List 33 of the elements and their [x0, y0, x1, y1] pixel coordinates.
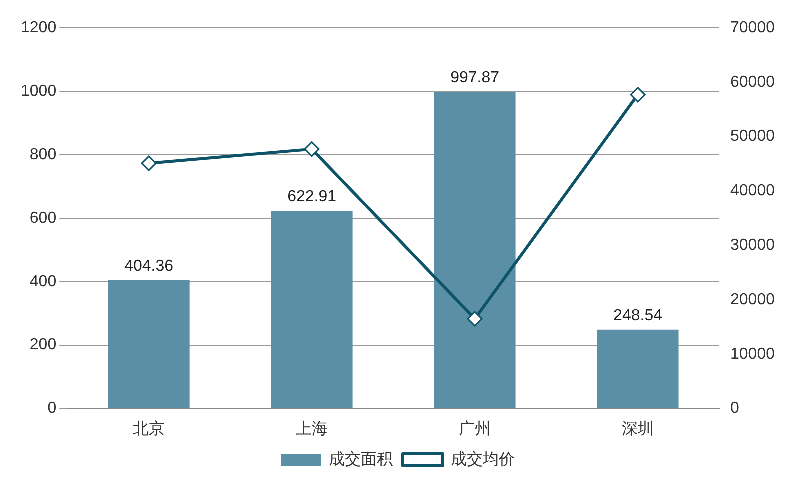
- legend-label: 成交均价: [451, 450, 515, 468]
- y-tick-label: 800: [30, 146, 57, 164]
- data-label: 404.36: [124, 258, 174, 275]
- data-label: 248.54: [614, 307, 663, 324]
- bar: [597, 330, 679, 408]
- bar: [434, 92, 516, 408]
- x-tick-label: 上海: [296, 420, 328, 438]
- y-tick-label: 200: [30, 336, 57, 354]
- bar: [271, 211, 353, 408]
- y2-tick-label: 20000: [730, 291, 776, 308]
- y2-tick-label: 60000: [730, 74, 776, 91]
- y-tick-label: 400: [30, 273, 57, 290]
- y-tick-label: 0: [48, 400, 57, 418]
- x-tick-label: 深圳: [622, 420, 654, 438]
- y-tick-label: 600: [30, 210, 57, 227]
- y2-tick-label: 50000: [730, 128, 776, 146]
- y-tick-label: 1000: [21, 82, 57, 100]
- point: [630, 87, 646, 103]
- x-tick-label: 广州: [459, 420, 492, 438]
- data-label: 622.91: [288, 188, 337, 206]
- y2-tick-label: 10000: [730, 346, 776, 363]
- point: [304, 142, 320, 158]
- y2-tick-label: 30000: [730, 237, 776, 254]
- bar: [108, 280, 190, 408]
- x-tick-label: 北京: [133, 420, 166, 438]
- legend-label: 成交面积: [329, 450, 393, 468]
- point: [141, 156, 157, 172]
- y2-tick-label: 40000: [730, 182, 776, 200]
- data-label: 997.87: [450, 70, 500, 87]
- y2-tick-label: 0: [730, 400, 740, 418]
- y2-tick-label: 70000: [730, 19, 776, 36]
- point: [467, 311, 483, 327]
- y-tick-label: 1200: [21, 19, 57, 36]
